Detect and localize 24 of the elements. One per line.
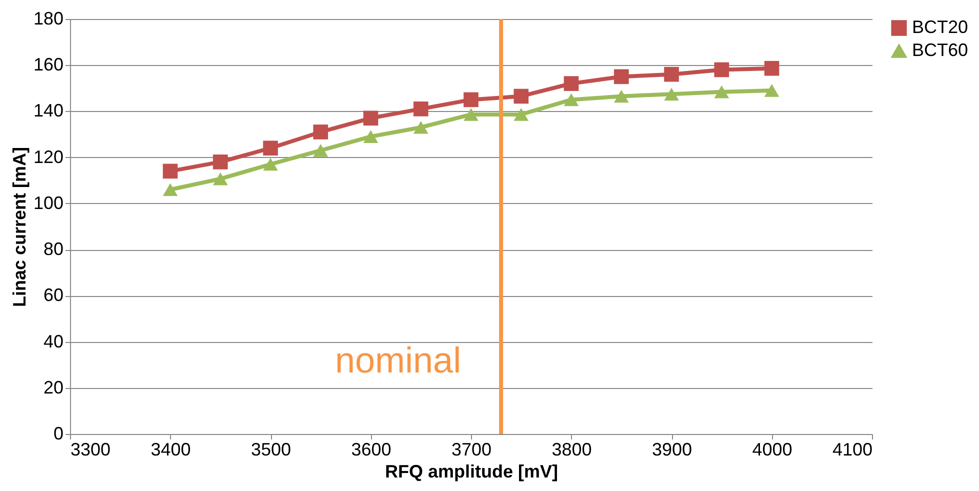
legend-label: BCT20 [912,17,968,37]
x-tick-label: 4000 [752,440,792,460]
y-tick-label: 160 [33,54,64,75]
y-tick-label: 60 [43,285,64,306]
y-tick-label: 0 [53,424,64,444]
x-tick-label: 3600 [351,440,392,460]
x-tick-label: 3300 [70,440,111,460]
y-tick-label: 180 [33,8,64,28]
ref-line-label: nominal [334,339,462,380]
x-tick-label: 4100 [832,440,872,460]
x-axis-title: RFQ amplitude [mV] [384,462,558,482]
y-tick-label: 120 [33,146,64,167]
y-tick-label: 20 [43,377,64,398]
x-tick-label: 3800 [552,440,592,460]
y-tick-label: 100 [33,192,64,213]
x-tick-label: 3900 [652,440,692,460]
legend-label: BCT60 [912,40,968,60]
y-tick-label: 140 [33,100,64,121]
y-tick-label: 40 [43,331,64,352]
x-tick-label: 3500 [250,440,292,460]
y-axis-title: Linac current [mA] [9,146,30,308]
x-tick-label: 3400 [150,440,191,460]
x-tick-label: 3700 [451,440,492,460]
y-tick-label: 80 [43,239,64,260]
